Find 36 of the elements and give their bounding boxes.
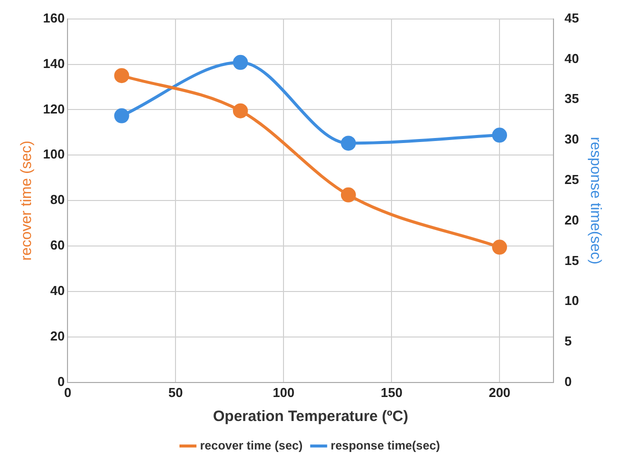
y-tick-label: 100 — [42, 146, 65, 162]
x-tick-label: 100 — [272, 384, 294, 400]
y2-tick-label: 5 — [564, 334, 572, 349]
point — [114, 108, 130, 124]
y2-tick-label: 45 — [564, 10, 580, 26]
y2-tick-label: 25 — [564, 172, 580, 187]
y-tick-label: 40 — [50, 283, 65, 298]
point — [492, 128, 508, 143]
y2-tick-label: 15 — [564, 252, 580, 268]
y-tick-label: 0 — [57, 374, 65, 389]
point — [114, 68, 130, 84]
x-axis-title: Operation Temperature (ºC) — [213, 408, 408, 426]
y2-tick-label: 30 — [564, 132, 580, 147]
x-tick-label: 50 — [168, 384, 183, 400]
y-tick-label: 160 — [42, 10, 65, 26]
x-tick-label: 150 — [380, 384, 402, 400]
y-tick-label: 20 — [50, 328, 65, 344]
y2-axis-title: response time(sec) — [586, 136, 604, 264]
legend-label: response time(sec) — [330, 438, 440, 452]
y2-tick-label: 20 — [564, 212, 580, 228]
y2-tick-label: 10 — [564, 293, 580, 308]
y2-tick-label: 35 — [564, 91, 580, 106]
point — [232, 54, 248, 70]
y-tick-label: 120 — [42, 101, 65, 116]
legend-label: recover time (sec) — [200, 438, 303, 452]
point — [340, 136, 356, 151]
x-tick-label: 200 — [488, 384, 510, 400]
y-tick-label: 140 — [42, 56, 65, 71]
point — [340, 187, 356, 202]
y-axis-title: recover time (sec) — [18, 140, 36, 261]
point — [232, 103, 248, 118]
y2-tick-label: 40 — [564, 50, 580, 66]
point — [492, 240, 508, 255]
y2-tick-label: 0 — [564, 374, 572, 389]
y-tick-label: 60 — [50, 238, 65, 253]
y-tick-label: 80 — [50, 192, 65, 208]
